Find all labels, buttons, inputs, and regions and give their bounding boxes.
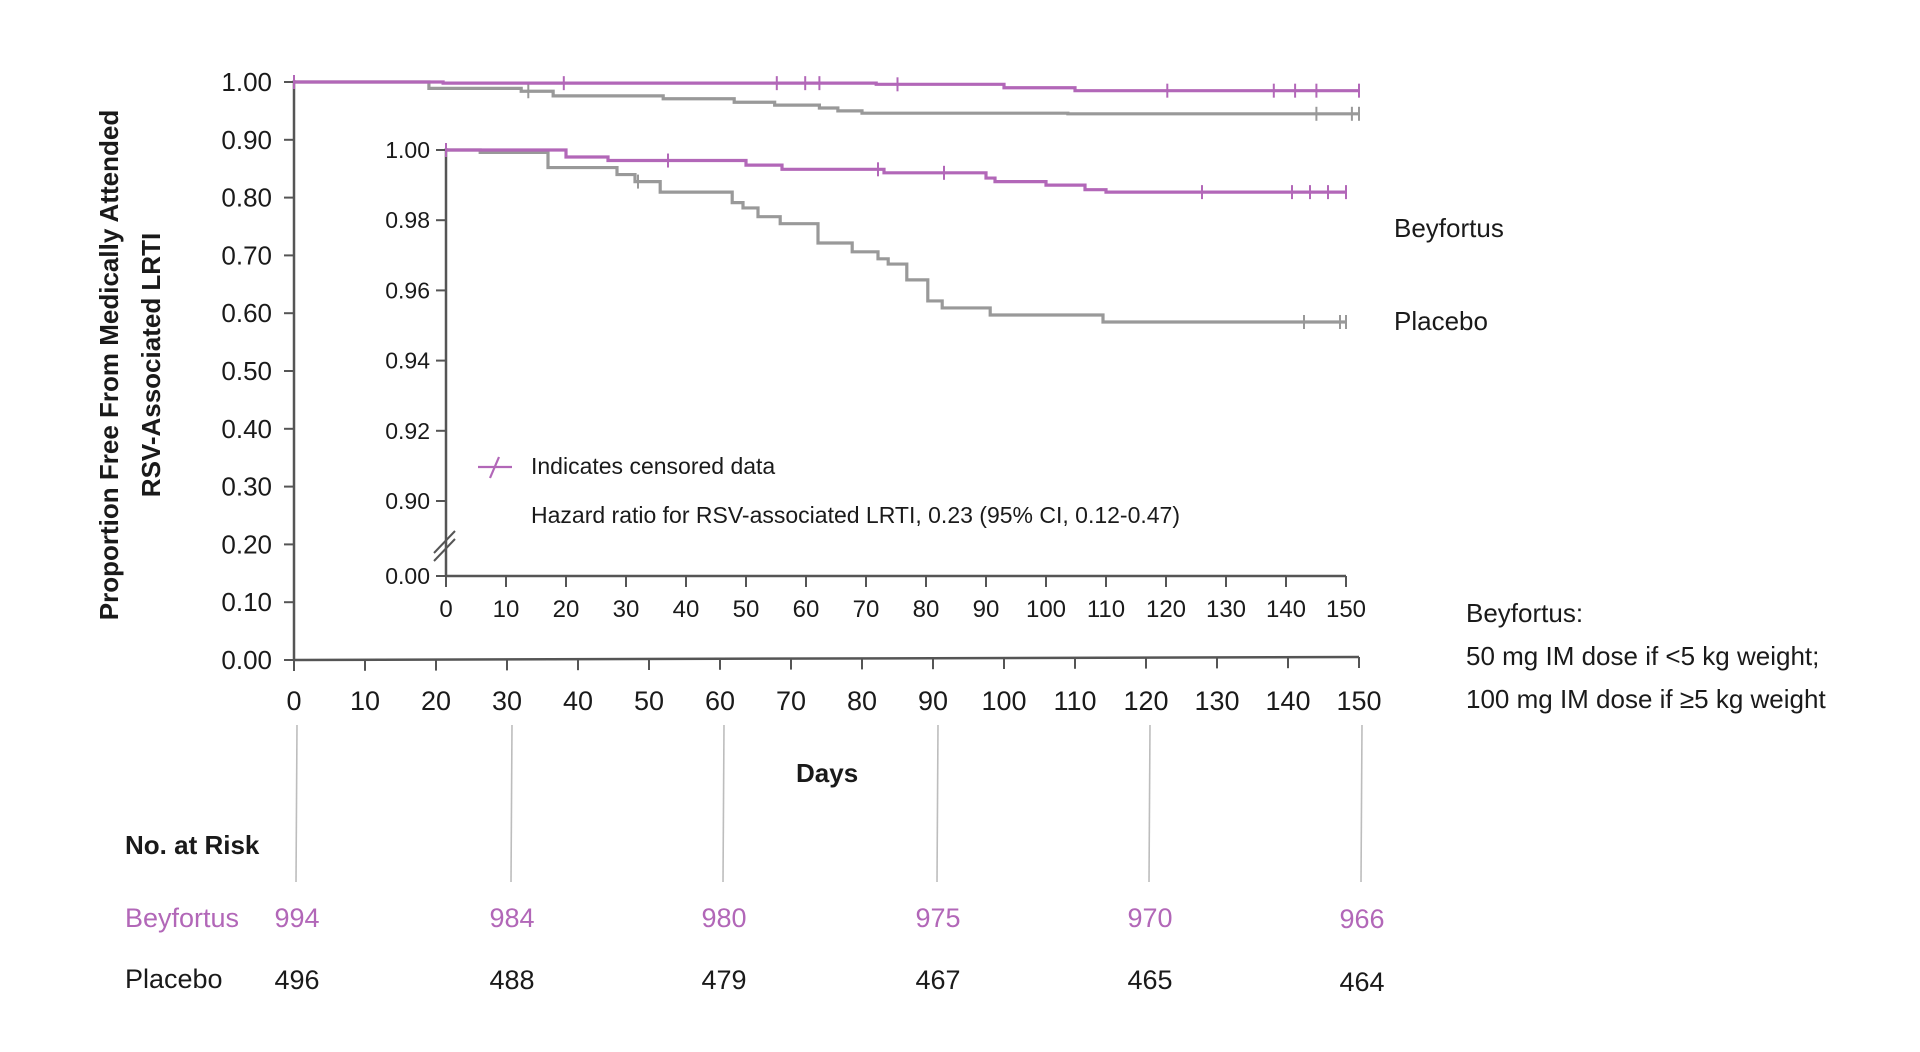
series-label-beyfortus: Beyfortus	[1394, 213, 1504, 243]
inset-x-tick-label: 40	[673, 596, 700, 623]
y-tick-label: 0.10	[221, 587, 272, 617]
x-tick-label: 80	[847, 686, 877, 716]
main-axes: 0.00 0.10 0.20 0.30 0.40 0.50 0.60 0.70 0.80 0.90…	[221, 67, 1381, 716]
inset-y-tick-label: 0.94	[385, 348, 430, 374]
dosing-note: Beyfortus: 50 mg IM dose if <5 kg weight…	[1466, 592, 1826, 721]
inset-axes: 0.00 0.90 0.92 0.94 0.96 0.98 1.00 0 10 20 30 40 50 6…	[385, 137, 1366, 623]
risk-cell: 496	[274, 965, 320, 995]
y-tick-label: 0.00	[221, 645, 272, 675]
inset-x-tick-label: 110	[1087, 596, 1125, 623]
inset-x-tick-label: 50	[733, 596, 760, 623]
y-tick-label: 0.50	[221, 356, 272, 386]
x-tick-label: 130	[1194, 686, 1239, 716]
risk-cell: 984	[489, 903, 535, 933]
curve-beyfortus	[445, 143, 1347, 200]
risk-cell: 488	[489, 965, 535, 995]
y-axis-title: Proportion Free From Medically Attended …	[88, 110, 172, 620]
y-tick-label: 0.40	[221, 414, 272, 444]
dosing-line-2: 100 mg IM dose if ≥5 kg weight	[1466, 684, 1826, 714]
risk-cell: 467	[915, 965, 961, 995]
curve-beyfortus	[293, 75, 1360, 98]
risk-row-label-beyfortus: Beyfortus	[125, 903, 240, 933]
risk-cell: 975	[915, 903, 961, 933]
y-tick-label: 0.30	[221, 472, 272, 502]
inset-x-tick-label: 70	[853, 596, 880, 623]
inset-x-tick-label: 80	[913, 596, 940, 623]
risk-cell: 966	[1339, 904, 1385, 934]
dosing-line-1: 50 mg IM dose if <5 kg weight;	[1466, 641, 1820, 671]
hazard-ratio-text: Hazard ratio for RSV-associated LRTI, 0.…	[531, 502, 1180, 528]
y-tick-label: 0.80	[221, 183, 272, 213]
risk-cell: 980	[701, 903, 747, 933]
inset-x-tick-label: 90	[973, 596, 1000, 623]
inset-y-tick-label: 0.98	[385, 207, 430, 233]
inset-x-tick-label: 60	[793, 596, 820, 623]
x-tick-label: 60	[705, 686, 735, 716]
x-tick-label: 110	[1053, 686, 1096, 716]
y-tick-label: 0.90	[221, 125, 272, 155]
inset-y-tick-label: 1.00	[385, 137, 430, 163]
x-tick-label: 120	[1123, 686, 1168, 716]
inset-x-tick-label: 150	[1326, 596, 1366, 623]
censored-marker-icon	[478, 456, 512, 479]
inset-x-tick-label: 30	[613, 596, 640, 623]
x-tick-label: 140	[1265, 686, 1310, 716]
inset-x-tick-label: 20	[553, 596, 580, 623]
legend-censored-text: Indicates censored data	[531, 453, 776, 479]
inset-x-tick-label: 140	[1266, 596, 1306, 623]
risk-guide-lines	[295, 724, 1363, 883]
inset-x-tick-label: 10	[493, 596, 520, 623]
x-tick-label: 70	[776, 686, 806, 716]
inset-x-tick-label: 100	[1026, 596, 1066, 623]
curve-placebo	[294, 80, 1360, 121]
dosing-title: Beyfortus:	[1466, 598, 1584, 628]
y-axis-title-line2: RSV-Associated LRTI	[136, 232, 166, 498]
x-tick-label: 30	[492, 686, 522, 716]
risk-cell: 464	[1339, 967, 1385, 997]
inset-x-tick-label: 0	[439, 596, 452, 623]
y-tick-label: 0.60	[221, 298, 272, 328]
inset-y-tick-label: 0.92	[385, 418, 430, 444]
risk-table-title: No. at Risk	[125, 830, 260, 860]
inset-y-tick-label: 0.00	[385, 563, 430, 589]
inset-y-tick-label: 0.96	[385, 277, 430, 303]
x-tick-label: 90	[918, 686, 948, 716]
main-curves	[293, 75, 1360, 121]
y-axis-title-line1: Proportion Free From Medically Attended	[94, 109, 124, 621]
inset-y-tick-label: 0.90	[385, 488, 430, 514]
series-label-placebo: Placebo	[1394, 306, 1488, 336]
x-tick-label: 10	[350, 686, 380, 716]
risk-row-label-placebo: Placebo	[125, 964, 223, 994]
x-tick-label: 100	[981, 686, 1026, 716]
x-tick-label: 40	[563, 686, 593, 716]
y-tick-label: 0.70	[221, 240, 272, 270]
x-tick-label: 50	[634, 686, 664, 716]
risk-cell: 970	[1127, 903, 1173, 933]
curve-placebo	[446, 148, 1347, 329]
inset-x-tick-label: 120	[1146, 596, 1186, 623]
y-tick-label: 1.00	[221, 67, 272, 97]
x-tick-label: 20	[421, 686, 451, 716]
x-axis-title: Days	[796, 758, 859, 788]
risk-cell: 479	[701, 965, 747, 995]
inset-curves	[445, 143, 1347, 329]
inset-x-tick-label: 130	[1206, 596, 1246, 623]
x-tick-label: 0	[286, 686, 301, 716]
risk-cell: 994	[274, 903, 320, 933]
risk-cell: 465	[1127, 965, 1173, 995]
y-tick-label: 0.20	[221, 529, 272, 559]
x-tick-label: 150	[1336, 686, 1381, 716]
